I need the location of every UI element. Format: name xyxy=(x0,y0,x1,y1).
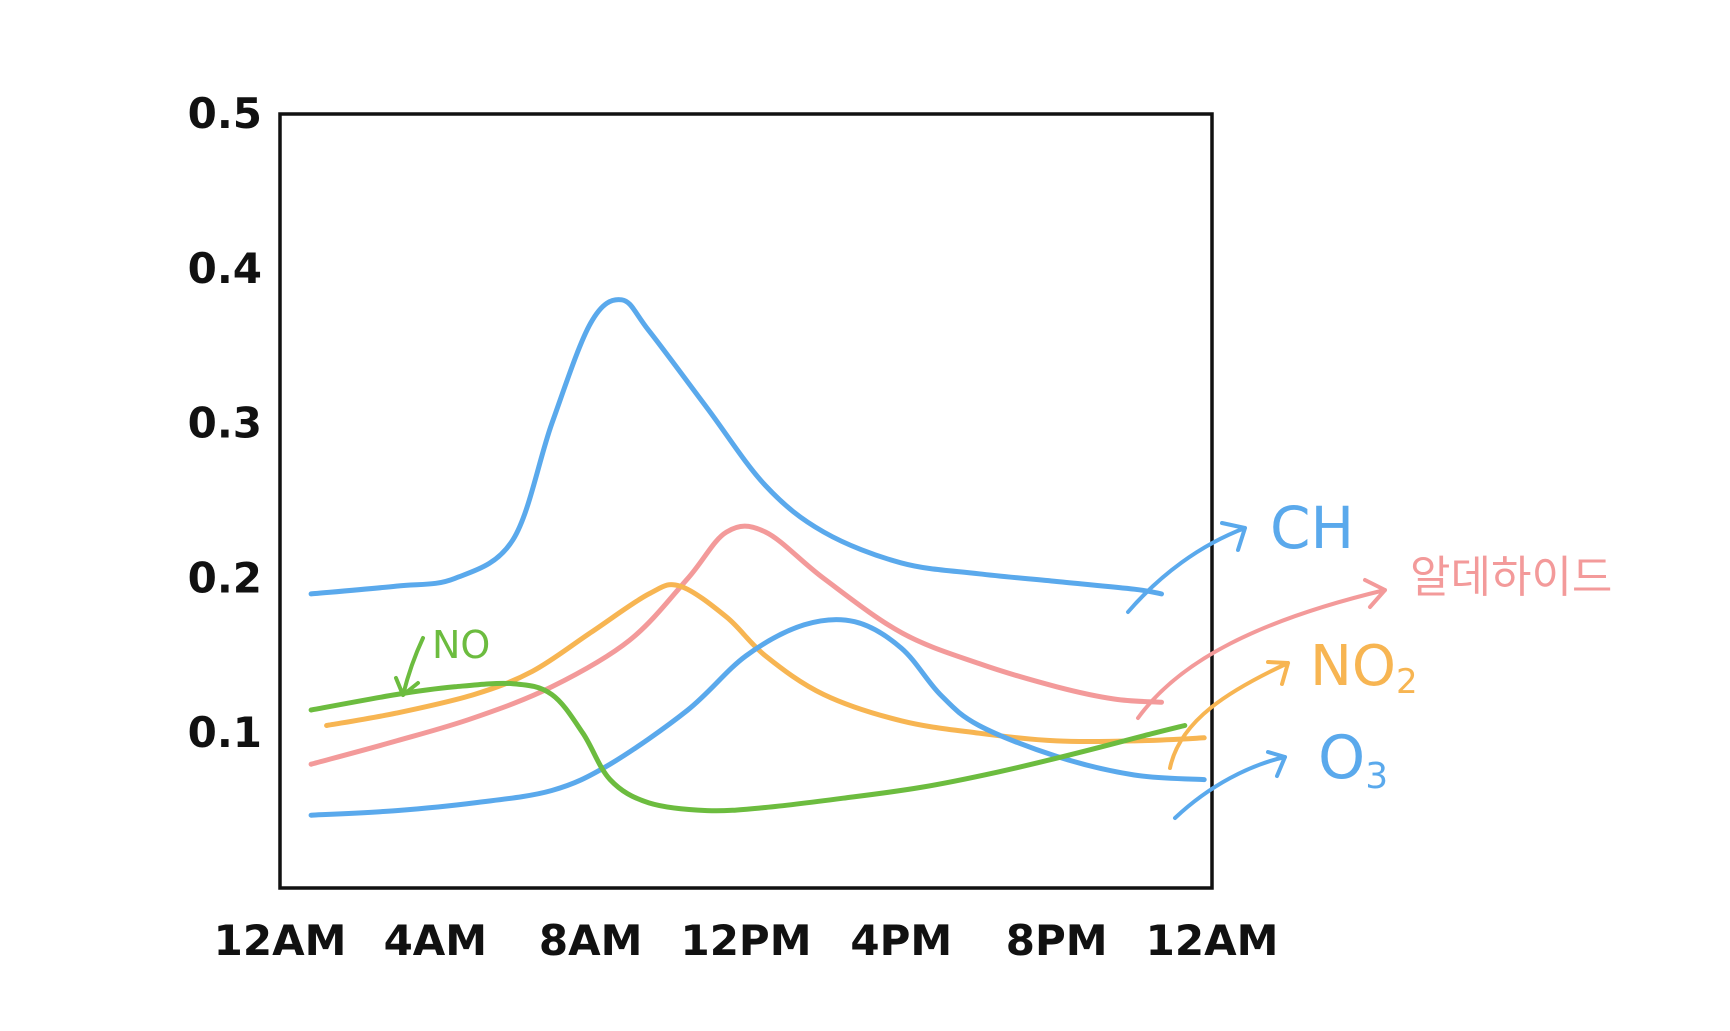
x-tick-label: 4AM xyxy=(384,916,488,965)
x-tick-label: 12AM xyxy=(1146,916,1279,965)
y-tick-label: 0.1 xyxy=(188,708,262,757)
series-label-no2-main: NO xyxy=(1310,634,1396,699)
series-label-no2: NO2 xyxy=(1310,634,1418,702)
x-tick-label: 12PM xyxy=(680,916,811,965)
series-lines xyxy=(308,297,1207,818)
plot-frame xyxy=(278,112,1214,890)
y-tick-label: 0.4 xyxy=(188,244,262,293)
series-line-ch xyxy=(308,297,1164,597)
series-line- xyxy=(308,523,1164,767)
no-label-arrow xyxy=(394,636,425,697)
x-tick-label: 4PM xyxy=(850,916,952,965)
series-label-o3: O3 xyxy=(1318,723,1388,797)
y-tick-label: 0.3 xyxy=(188,399,262,448)
series-label-ch: CH xyxy=(1270,494,1354,562)
x-axis-ticks: 12AM 4AM 8AM 12PM 4PM 8PM 12AM xyxy=(214,916,1279,965)
series-line-no xyxy=(308,680,1188,814)
x-tick-label: 8AM xyxy=(539,916,643,965)
series-label-aldehyde: 알데하이드 xyxy=(1410,552,1612,603)
y-axis-ticks: 0.1 0.2 0.3 0.4 0.5 xyxy=(188,89,262,757)
x-tick-label: 12AM xyxy=(214,916,347,965)
aldehyde-label-arrow xyxy=(1136,578,1387,720)
no2-label-arrow xyxy=(1168,660,1290,770)
series-label-no: NO xyxy=(432,623,490,667)
x-tick-label: 8PM xyxy=(1006,916,1108,965)
series-label-no2-sub: 2 xyxy=(1396,662,1418,702)
series-line-no2 xyxy=(324,582,1207,745)
o3-label-arrow xyxy=(1173,750,1287,820)
y-tick-label: 0.2 xyxy=(188,553,262,602)
y-tick-label: 0.5 xyxy=(188,89,262,138)
ch-label-arrow xyxy=(1126,521,1247,614)
series-annotations xyxy=(394,521,1387,820)
series-line-o3 xyxy=(308,617,1207,818)
series-label-o3-sub: 3 xyxy=(1365,756,1388,797)
series-label-o3-main: O xyxy=(1318,723,1365,793)
